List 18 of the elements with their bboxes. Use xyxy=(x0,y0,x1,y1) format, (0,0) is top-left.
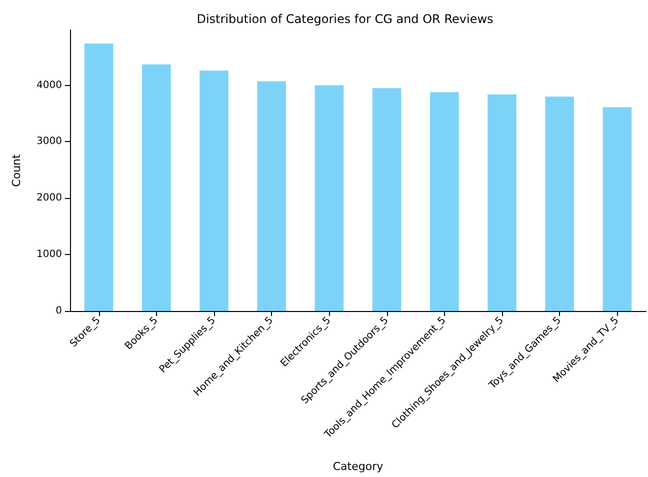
y-tick-label: 3000 xyxy=(36,136,62,148)
bar xyxy=(372,88,402,311)
y-tick-label: 4000 xyxy=(36,80,62,91)
bar xyxy=(430,92,459,311)
bar xyxy=(84,44,114,311)
x-axis-title: Category xyxy=(332,460,384,473)
y-tick-label: 1000 xyxy=(36,249,62,260)
bar xyxy=(257,81,286,311)
y-axis-title: Count xyxy=(10,153,23,187)
bar xyxy=(488,94,516,311)
bar xyxy=(545,96,574,311)
chart-title: Distribution of Categories for CG and OR Reviews xyxy=(196,12,494,26)
y-tick-label: 2000 xyxy=(36,192,62,204)
y-tick-label: 0 xyxy=(56,306,62,316)
bar xyxy=(602,107,632,311)
bar xyxy=(314,85,344,311)
bar xyxy=(142,64,171,311)
bar xyxy=(200,70,228,311)
